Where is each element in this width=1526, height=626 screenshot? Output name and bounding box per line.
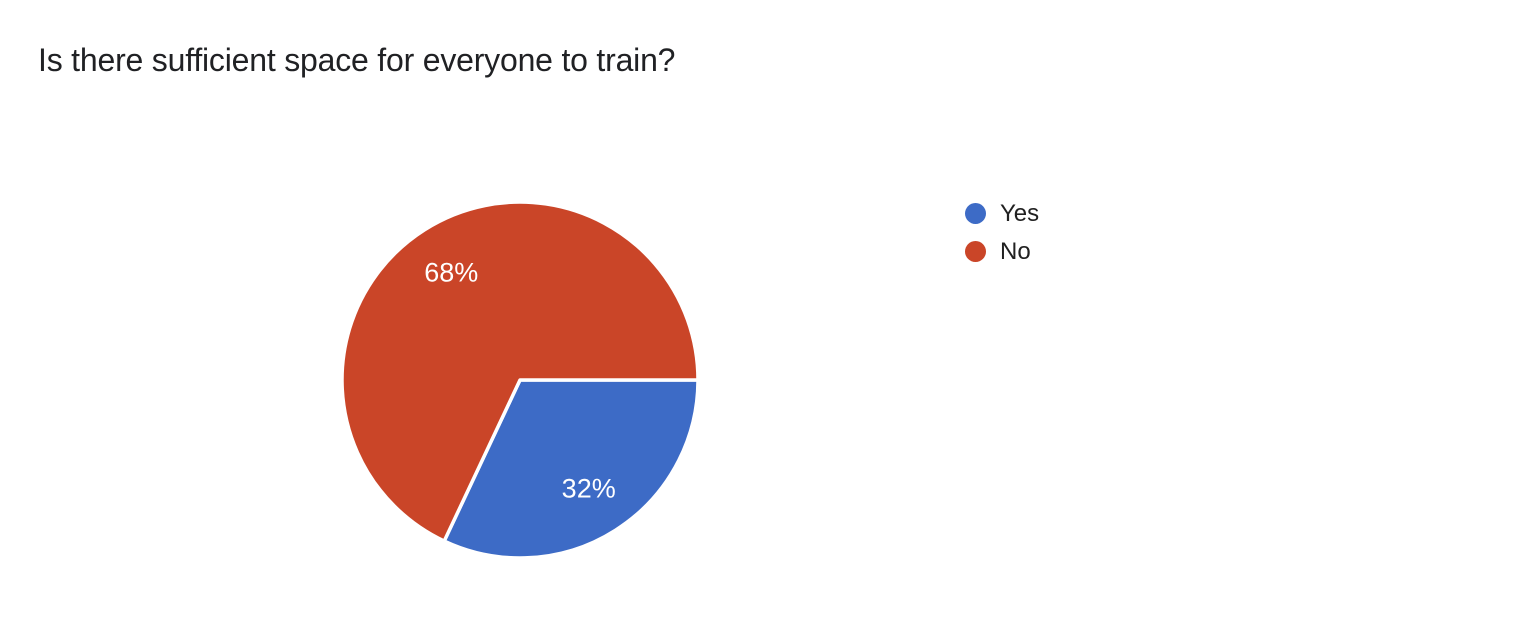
legend-item-no: No: [965, 238, 1039, 265]
pie-chart: 32% 68%: [340, 200, 700, 560]
pie-chart-area: 32% 68%: [340, 200, 700, 560]
pie-slice-no[interactable]: [340, 200, 700, 543]
legend-dot-yes-icon: [965, 203, 986, 224]
pie-slice-label-yes: 32%: [562, 474, 616, 504]
question-title: Is there sufficient space for everyone t…: [38, 42, 676, 78]
chart-legend: Yes No: [965, 200, 1039, 276]
pie-slice-yes[interactable]: [442, 378, 700, 560]
legend-dot-no-icon: [965, 241, 986, 262]
legend-item-yes: Yes: [965, 200, 1039, 227]
legend-label-yes: Yes: [1000, 200, 1040, 227]
pie-slice-label-no: 68%: [424, 257, 478, 287]
legend-label-no: No: [1000, 238, 1031, 265]
